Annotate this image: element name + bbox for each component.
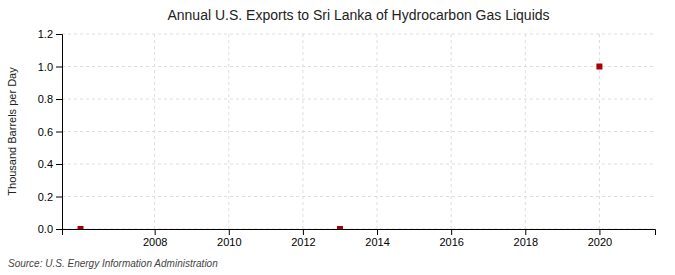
tick: 0.4	[38, 158, 62, 170]
tick-mark	[56, 197, 62, 198]
tick-mark	[56, 132, 62, 133]
tick-mark	[56, 229, 62, 230]
tick: 0.0	[38, 223, 62, 235]
tick: 0.8	[38, 93, 62, 105]
tick-label: 2012	[291, 236, 315, 248]
grid-line-y	[62, 196, 655, 197]
tick-label: 0.6	[38, 126, 53, 138]
tick-mark	[451, 229, 452, 235]
tick-mark	[56, 99, 62, 100]
tick-label: 2020	[588, 236, 612, 248]
tick-label: 2010	[217, 236, 241, 248]
point	[78, 226, 84, 229]
tick-label: 1.2	[38, 28, 53, 40]
grid-line-x	[599, 34, 600, 229]
tick-mark	[377, 229, 378, 235]
axis-domain	[63, 230, 656, 236]
grid-line-y	[62, 99, 655, 100]
title: Annual U.S. Exports to Sri Lanka of Hydr…	[167, 7, 549, 23]
tick: 2018	[514, 229, 538, 248]
tick-label: 2016	[439, 236, 463, 248]
point	[596, 64, 602, 70]
grid-line-y	[62, 34, 655, 35]
tick: 1.0	[38, 61, 62, 73]
tick: 2020	[588, 229, 612, 248]
tick-label: 2014	[365, 236, 389, 248]
tick-label: 0.4	[38, 158, 53, 170]
chart: 2008 2010 2012 2014 2016 2018 2020 0.0 0.2 0.4 0.6…	[0, 0, 675, 275]
grid-line-x	[228, 34, 229, 229]
tick-mark	[303, 229, 304, 235]
tick-mark	[599, 229, 600, 235]
tick: 2012	[291, 229, 315, 248]
tick-label: 1.0	[38, 61, 53, 73]
tick-label: 2018	[514, 236, 538, 248]
points	[78, 64, 603, 230]
tick-label: 0.2	[38, 191, 53, 203]
point	[337, 226, 343, 229]
tick-mark	[525, 229, 526, 235]
tick-label: 0.8	[38, 93, 53, 105]
tick-label: 2008	[143, 236, 167, 248]
tick: 0.2	[38, 191, 62, 203]
tick-mark	[56, 164, 62, 165]
tick: 1.2	[38, 28, 62, 40]
tick: 0.6	[38, 126, 62, 138]
grid-line-y	[62, 66, 655, 67]
grid-line-x	[451, 34, 452, 229]
grid-line-y	[62, 131, 655, 132]
y-axis: 0.0 0.2 0.4 0.6 0.8 1.0 1.2	[38, 28, 63, 235]
tick-mark	[155, 229, 156, 235]
tick: 2010	[217, 229, 241, 248]
tick: 2016	[439, 229, 463, 248]
grid	[62, 34, 655, 229]
tick-label: 0.0	[38, 223, 53, 235]
tick-mark	[229, 229, 230, 235]
tick: 2014	[365, 229, 389, 248]
tick-mark	[56, 67, 62, 68]
annotation: Source: U.S. Energy Information Administ…	[8, 258, 218, 269]
tick: 2008	[143, 229, 167, 248]
plot-area: 2008 2010 2012 2014 2016 2018 2020 0.0 0.2 0.4 0.6…	[38, 28, 656, 248]
tick-mark	[56, 34, 62, 35]
y-axis-title: Thousand Barrels per Day	[6, 67, 18, 196]
x-axis: 2008 2010 2012 2014 2016 2018 2020	[63, 229, 656, 248]
axis-domain	[56, 35, 63, 230]
grid-line-y	[62, 164, 655, 165]
